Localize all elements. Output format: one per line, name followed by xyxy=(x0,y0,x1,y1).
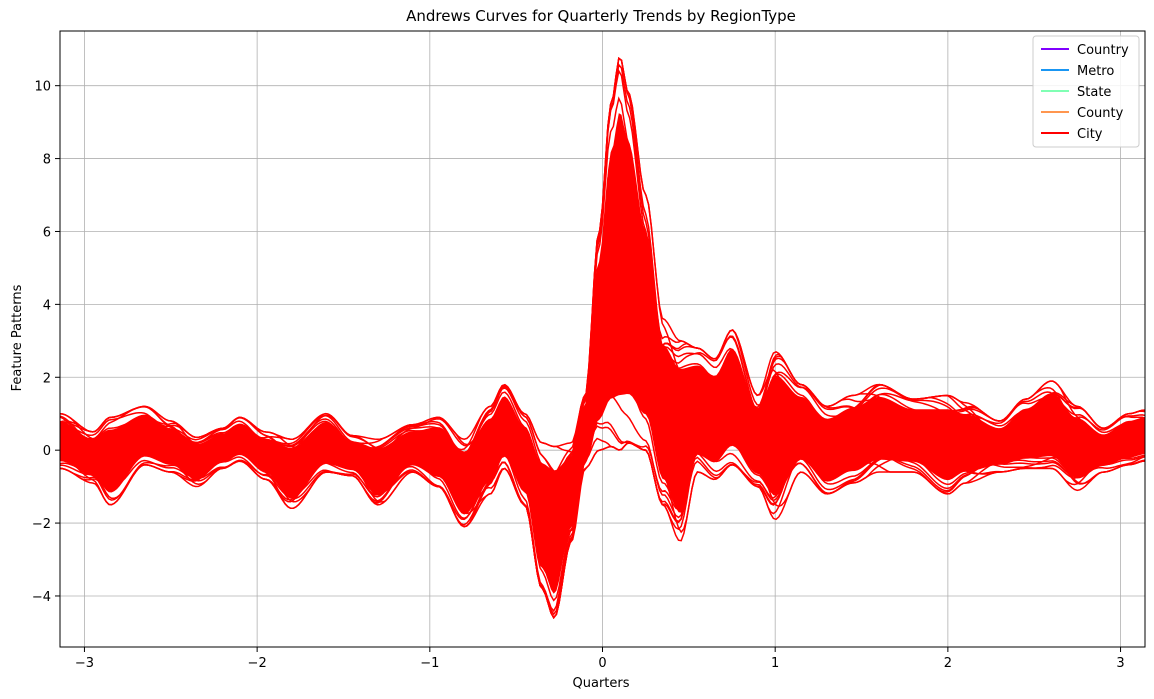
andrews-curve xyxy=(60,227,1145,511)
x-tick-label: −2 xyxy=(248,656,267,671)
x-tick-label: 0 xyxy=(598,656,606,671)
x-tick-label: 2 xyxy=(944,656,952,671)
x-tick-label: −1 xyxy=(420,656,439,671)
chart-title: Andrews Curves for Quarterly Trends by R… xyxy=(406,7,796,25)
andrews-curve-lower xyxy=(60,442,1145,620)
y-tick-label: −2 xyxy=(32,517,51,532)
andrews-curve xyxy=(60,96,1145,501)
legend-label: County xyxy=(1077,106,1124,121)
x-tick-label: −3 xyxy=(75,656,94,671)
x-axis: −3 −2 −1 0 1 2 3 xyxy=(75,647,1125,671)
andrews-curve-upper xyxy=(60,56,1145,448)
x-tick-label: 3 xyxy=(1116,656,1124,671)
legend-box xyxy=(1032,35,1140,148)
andrews-curve xyxy=(60,211,1145,558)
y-axis-label: Feature Patterns xyxy=(10,284,25,391)
andrews-curve xyxy=(60,128,1145,510)
y-tick-label: 4 xyxy=(43,298,51,313)
legend-label: Metro xyxy=(1077,64,1114,79)
andrews-curve xyxy=(60,277,1145,602)
x-tick-label: 1 xyxy=(771,656,779,671)
legend-label: State xyxy=(1077,85,1111,100)
curve-band xyxy=(60,56,1145,620)
legend-label: City xyxy=(1077,127,1103,142)
y-tick-label: 10 xyxy=(34,80,51,95)
andrews-curve xyxy=(60,391,1145,541)
y-tick-label: 8 xyxy=(43,153,51,168)
y-tick-label: 2 xyxy=(43,371,51,386)
y-tick-label: 0 xyxy=(43,444,51,459)
x-axis-label: Quarters xyxy=(573,676,630,691)
y-axis: −4 −2 0 2 4 6 8 10 xyxy=(32,80,60,605)
legend: Country Metro State County City xyxy=(1032,35,1140,148)
andrews-curve xyxy=(60,296,1145,494)
y-tick-label: 6 xyxy=(43,225,51,240)
y-tick-label: −4 xyxy=(32,590,51,605)
legend-label: Country xyxy=(1077,43,1129,58)
